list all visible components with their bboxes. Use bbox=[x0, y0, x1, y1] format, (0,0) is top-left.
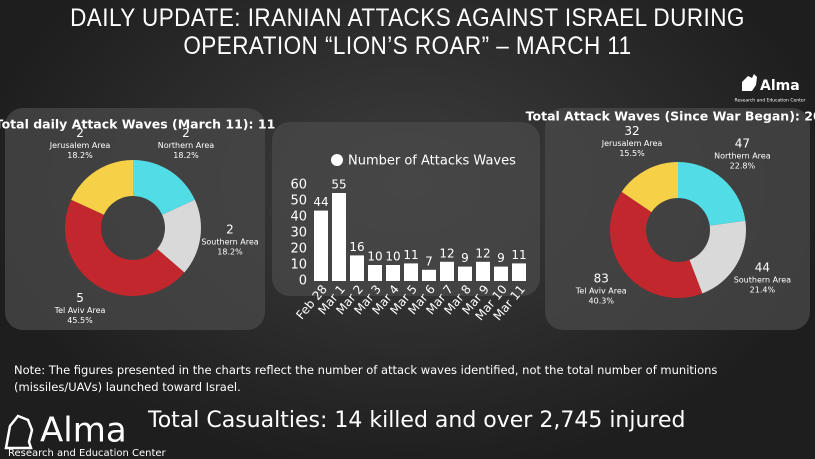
logo-name: Alma bbox=[760, 78, 800, 94]
bar-label: 11 bbox=[403, 248, 418, 262]
slice-value: 47 bbox=[735, 137, 750, 151]
slice-percent: 21.4% bbox=[750, 285, 776, 294]
slice-percent: 45.5% bbox=[67, 316, 93, 325]
bar-label: 12 bbox=[439, 246, 454, 260]
logo-icon bbox=[4, 414, 34, 450]
bar-label: 7 bbox=[425, 254, 433, 268]
bar bbox=[440, 261, 454, 281]
chart-title: Total Attack Waves (Since War Began): 20… bbox=[526, 109, 815, 124]
slice-name: Tel Aviv Area bbox=[575, 286, 627, 295]
y-tick-label: 60 bbox=[290, 178, 307, 193]
bar bbox=[476, 261, 490, 281]
panel bbox=[545, 108, 810, 330]
bar-label: 9 bbox=[461, 251, 469, 265]
bar-label: 16 bbox=[349, 240, 364, 254]
slice-value: 2 bbox=[182, 126, 190, 140]
slice-name: Southern Area bbox=[201, 237, 258, 246]
donut-slice bbox=[610, 191, 703, 298]
chart-title: Total daily Attack Waves (March 11): 11 bbox=[0, 117, 275, 132]
slice-name: Jerusalem Area bbox=[49, 141, 111, 150]
bar-label: 11 bbox=[511, 248, 526, 262]
slice-name: Tel Aviv Area bbox=[54, 306, 106, 315]
bar bbox=[458, 266, 472, 281]
bar bbox=[422, 269, 436, 281]
slice-percent: 18.2% bbox=[217, 247, 243, 256]
bar bbox=[332, 193, 346, 281]
slice-value: 44 bbox=[755, 260, 770, 274]
y-tick-label: 10 bbox=[290, 258, 307, 273]
logo-subtitle: Research and Education Center bbox=[735, 98, 806, 104]
bar-label: 12 bbox=[475, 246, 490, 260]
logo-subtitle: Research and Education Center bbox=[8, 448, 167, 459]
bar bbox=[404, 263, 418, 281]
slice-name: Northern Area bbox=[714, 152, 771, 161]
logo-icon bbox=[742, 74, 757, 91]
donut-slice bbox=[678, 162, 746, 226]
donut-slice bbox=[157, 199, 201, 273]
bar-label: 55 bbox=[331, 178, 346, 192]
slice-value: 2 bbox=[226, 222, 234, 236]
bar-label: 10 bbox=[385, 250, 400, 264]
slice-value: 5 bbox=[76, 291, 84, 305]
slice-name: Jerusalem Area bbox=[601, 139, 663, 148]
note: Note: The figures presented in the chart… bbox=[14, 363, 718, 394]
slice-percent: 22.8% bbox=[730, 162, 756, 171]
y-tick-label: 40 bbox=[290, 210, 307, 225]
slice-percent: 18.2% bbox=[173, 151, 199, 160]
bar bbox=[350, 255, 364, 281]
slice-percent: 18.2% bbox=[67, 151, 93, 160]
bar bbox=[314, 210, 328, 281]
slice-percent: 40.3% bbox=[589, 296, 615, 305]
donut-slice bbox=[133, 160, 195, 215]
donut-slice bbox=[65, 199, 185, 296]
slice-value: 83 bbox=[594, 271, 609, 285]
casualties: Total Casualties: 14 killed and over 2,7… bbox=[148, 408, 686, 433]
donut-slice bbox=[689, 220, 746, 294]
bar bbox=[512, 263, 526, 281]
y-tick-label: 20 bbox=[290, 242, 307, 257]
bar-label: 9 bbox=[497, 251, 505, 265]
slice-value: 32 bbox=[624, 124, 639, 138]
bar bbox=[386, 265, 400, 281]
bar-label: 10 bbox=[367, 250, 382, 264]
legend-label: Number of Attacks Waves bbox=[348, 154, 516, 169]
title: DAILY UPDATE: IRANIAN ATTACKS AGAINST IS… bbox=[70, 4, 745, 60]
donut-slice bbox=[621, 162, 678, 213]
logo-name: Alma bbox=[40, 411, 127, 451]
legend-marker bbox=[331, 154, 343, 166]
slice-name: Northern Area bbox=[158, 141, 215, 150]
slice-value: 2 bbox=[76, 126, 84, 140]
donut-slice bbox=[71, 160, 133, 215]
panel bbox=[5, 108, 265, 330]
bar bbox=[368, 265, 382, 281]
slice-name: Southern Area bbox=[734, 275, 791, 284]
slice-percent: 15.5% bbox=[619, 149, 645, 158]
y-tick-label: 0 bbox=[299, 274, 307, 289]
y-tick-label: 50 bbox=[290, 194, 307, 209]
bar-label: 44 bbox=[313, 195, 328, 209]
y-tick-label: 30 bbox=[290, 226, 307, 241]
bar bbox=[494, 266, 508, 281]
